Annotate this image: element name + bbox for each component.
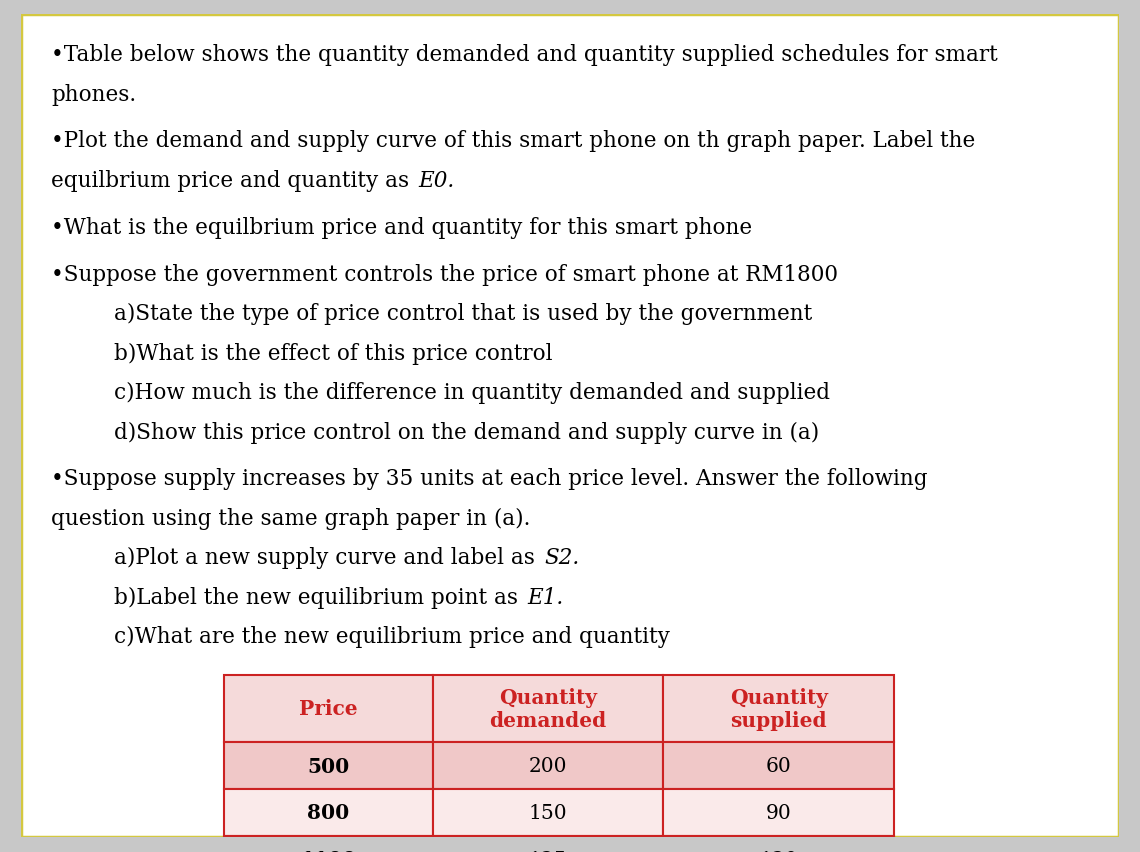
FancyBboxPatch shape xyxy=(663,836,894,852)
Text: •Table below shows the quantity demanded and quantity supplied schedules for sma: •Table below shows the quantity demanded… xyxy=(51,44,997,66)
Text: c)What are the new equilibrium price and quantity: c)What are the new equilibrium price and… xyxy=(114,625,670,648)
Text: c)How much is the difference in quantity demanded and supplied: c)How much is the difference in quantity… xyxy=(114,382,830,404)
FancyBboxPatch shape xyxy=(223,675,433,742)
FancyBboxPatch shape xyxy=(663,742,894,789)
Text: a)State the type of price control that is used by the government: a)State the type of price control that i… xyxy=(114,302,812,325)
Text: 90: 90 xyxy=(766,803,791,822)
Text: question using the same graph paper in (a).: question using the same graph paper in (… xyxy=(51,507,530,529)
FancyBboxPatch shape xyxy=(433,836,663,852)
Text: 800: 800 xyxy=(307,803,349,822)
Text: a)Plot a new supply curve and label as: a)Plot a new supply curve and label as xyxy=(114,547,542,569)
Text: 125: 125 xyxy=(529,849,568,852)
FancyBboxPatch shape xyxy=(433,789,663,836)
Text: E1.: E1. xyxy=(527,586,563,608)
Text: •Plot the demand and supply curve of this smart phone on th graph paper. Label t: •Plot the demand and supply curve of thi… xyxy=(51,130,976,153)
Text: S2.: S2. xyxy=(544,547,579,568)
Text: •What is the equilbrium price and quantity for this smart phone: •What is the equilbrium price and quanti… xyxy=(51,216,752,239)
Text: 150: 150 xyxy=(529,803,568,822)
FancyBboxPatch shape xyxy=(663,675,894,742)
Text: E0.: E0. xyxy=(418,170,455,192)
Text: 120: 120 xyxy=(759,849,798,852)
Text: b)What is the effect of this price control: b)What is the effect of this price contr… xyxy=(114,343,553,365)
FancyBboxPatch shape xyxy=(433,742,663,789)
FancyBboxPatch shape xyxy=(663,789,894,836)
Text: equilbrium price and quantity as: equilbrium price and quantity as xyxy=(51,170,416,192)
Text: Quantity
supplied: Quantity supplied xyxy=(730,687,828,730)
Text: Quantity
demanded: Quantity demanded xyxy=(489,687,606,730)
Text: 60: 60 xyxy=(766,756,791,775)
FancyBboxPatch shape xyxy=(223,742,433,789)
Text: b)Label the new equilibrium point as: b)Label the new equilibrium point as xyxy=(114,586,524,608)
Text: 200: 200 xyxy=(529,756,568,775)
Text: d)Show this price control on the demand and supply curve in (a): d)Show this price control on the demand … xyxy=(114,421,820,443)
FancyBboxPatch shape xyxy=(21,15,1119,837)
FancyBboxPatch shape xyxy=(223,836,433,852)
Text: 500: 500 xyxy=(307,756,349,775)
Text: •Suppose the government controls the price of smart phone at RM1800: •Suppose the government controls the pri… xyxy=(51,263,838,285)
Text: phones.: phones. xyxy=(51,83,137,106)
FancyBboxPatch shape xyxy=(223,789,433,836)
FancyBboxPatch shape xyxy=(433,675,663,742)
Text: Price: Price xyxy=(299,699,358,718)
Text: 1100: 1100 xyxy=(300,849,357,852)
Text: •Suppose supply increases by 35 units at each price level. Answer the following: •Suppose supply increases by 35 units at… xyxy=(51,468,928,490)
